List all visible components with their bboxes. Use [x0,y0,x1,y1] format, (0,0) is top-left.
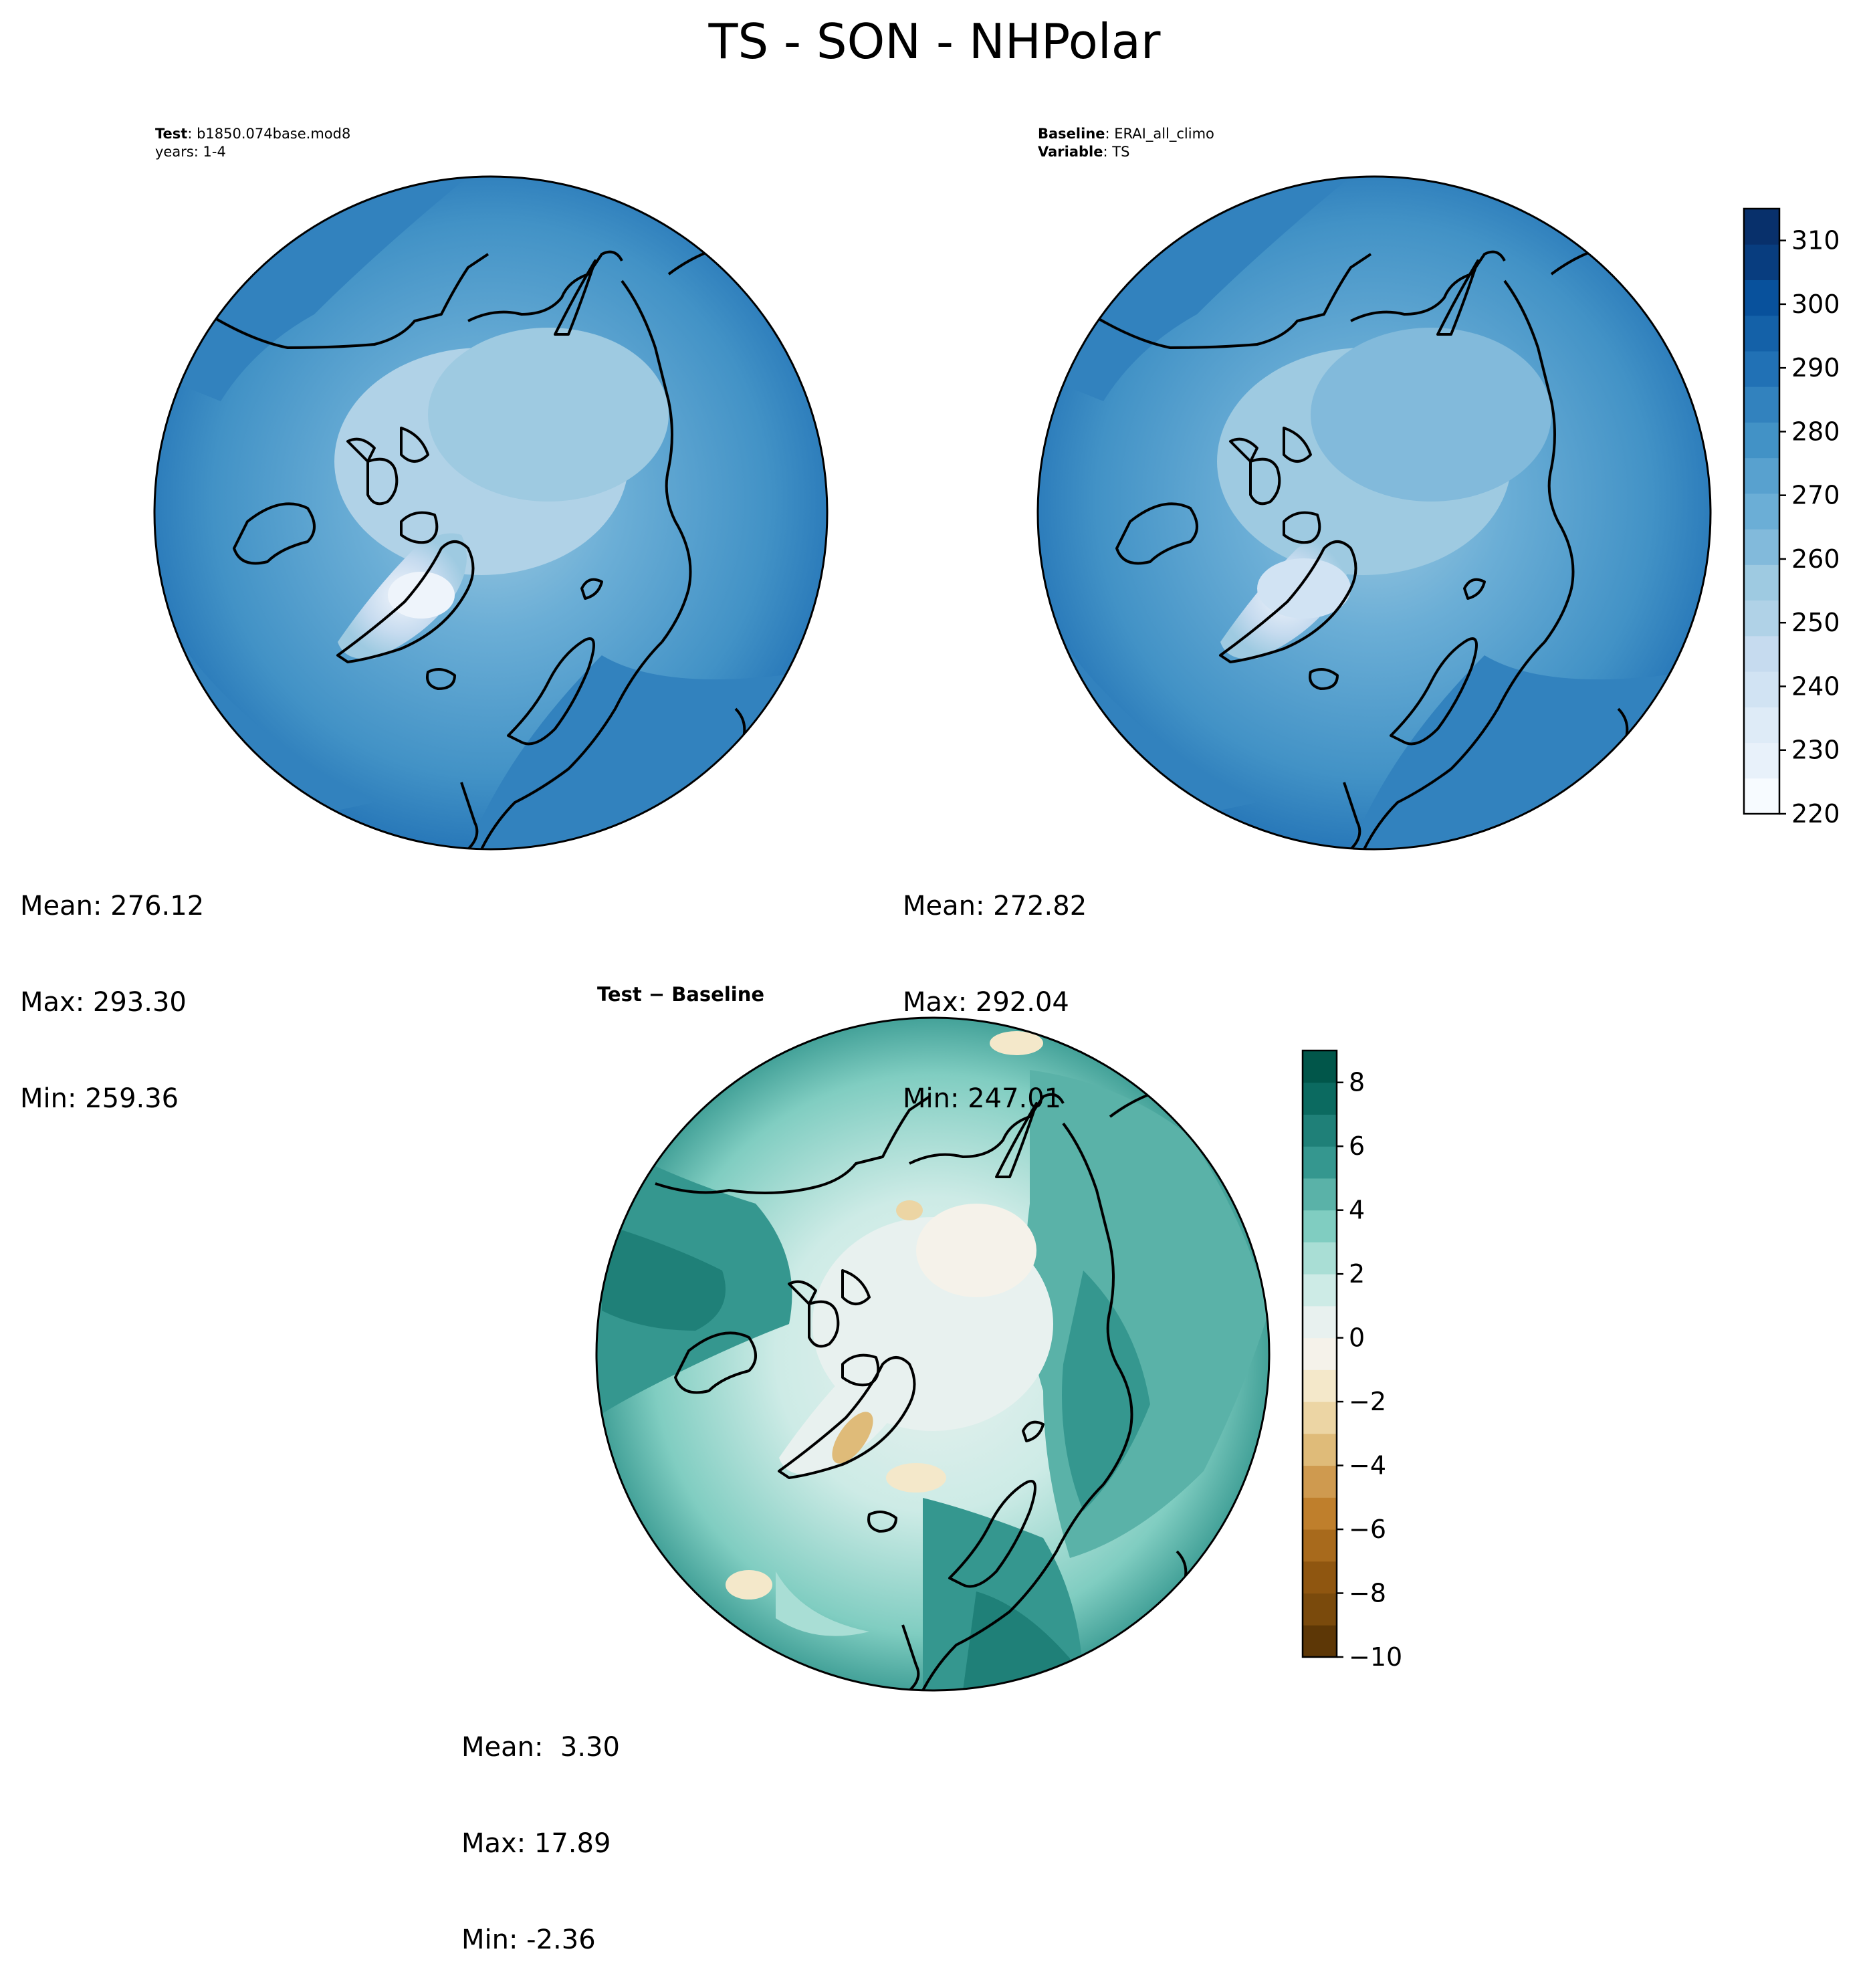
baseline-map-boundary [1036,175,1712,851]
colorbar-segment [1744,600,1779,637]
colorbar-segment [1303,1529,1337,1562]
colorbar-frame [1301,1049,1338,1658]
colorbar-segment [1744,742,1779,779]
colorbar-segment [1303,1146,1337,1179]
diff-max: Max: 17.89 [461,1828,611,1859]
colorbar-segment [1744,564,1779,601]
difference-colorbar: −10 −8 −6 −4 −2 0 2 4 6 8 [1301,1049,1402,1672]
diff-title: Test − Baseline [597,983,765,1006]
colorbar-segment [1303,1337,1337,1370]
colorbar-segment [1303,1305,1337,1339]
test-map-boundary [153,175,829,851]
colorbar-tick-label: −8 [1349,1579,1386,1608]
colorbar-segment [1744,778,1779,814]
colorbar-tick-label: 300 [1791,290,1840,319]
baseline-stats: Mean: 272.82 Max: 292.04 Min: 247.01 [903,826,1087,1147]
colorbar-tick-label: 6 [1349,1131,1365,1161]
colorbar-segment [1744,529,1779,565]
colorbar-segment [1744,244,1779,280]
variable-label: Variable [1038,144,1103,160]
colorbar-tick-label: 260 [1791,544,1840,574]
colorbar-segment [1303,1178,1337,1211]
colorbar-tick-label: 280 [1791,417,1840,446]
colorbar-segment [1744,635,1779,672]
test-label: Test [155,126,188,142]
figure-title: TS - SON - NHPolar [708,13,1161,70]
colorbar-segment [1303,1593,1337,1626]
colorbar-tick-label: 220 [1791,799,1840,829]
colorbar-segment [1744,280,1779,316]
colorbar-segment [1744,315,1779,352]
baseline-min: Min: 247.01 [903,1083,1062,1114]
colorbar-tick-label: 8 [1349,1068,1365,1097]
colorbar-tick-label: 250 [1791,608,1840,637]
test-stats: Mean: 276.12 Max: 293.30 Min: 259.36 [20,826,204,1147]
diff-stats: Mean: 3.30 Max: 17.89 Min: -2.36 [461,1667,620,1988]
colorbar-tick-label: 4 [1349,1196,1365,1225]
colorbar-segment [1303,1402,1337,1434]
baseline-mean: Mean: 272.82 [903,891,1087,921]
baseline-case-name: : ERAI_all_climo [1105,126,1214,142]
colorbar-tick-label: 2 [1349,1259,1365,1289]
colorbar-segment [1744,707,1779,744]
colorbar-segment [1744,209,1779,245]
colorbar-segment [1303,1497,1337,1530]
test-map-field [154,177,827,849]
test-case-name: : b1850.074base.mod8 [187,126,351,142]
test-years: years: 1-4 [155,144,226,160]
baseline-label: Baseline [1038,126,1105,142]
colorbar-tick-label: 310 [1791,226,1840,255]
colorbar-segment [1744,422,1779,459]
colorbar-segment [1303,1369,1337,1402]
colorbar-tick-label: −2 [1349,1387,1386,1416]
colorbar-tick-label: 290 [1791,353,1840,382]
absolute-colorbar: 220 230 240 250 260 270 280 290 300 310 [1743,207,1840,829]
colorbar-segment [1744,457,1779,494]
colorbar-segment [1303,1082,1337,1115]
colorbar-segment [1303,1433,1337,1466]
colorbar-segment [1303,1210,1337,1242]
baseline-header: Baseline: ERAI_all_climo Variable: TS [1038,125,1214,161]
colorbar-tick-label: 230 [1791,736,1840,765]
colorbar-segment [1303,1465,1337,1498]
colorbar-segment [1303,1274,1337,1307]
variable-name: : TS [1103,144,1130,160]
colorbar-segment [1303,1242,1337,1275]
diff-mean: Mean: 3.30 [461,1732,620,1763]
colorbar-tick-label: −6 [1349,1515,1386,1544]
colorbar-segment [1303,1114,1337,1147]
colorbar-tick-label: −10 [1349,1642,1402,1672]
colorbar-segment [1303,1625,1337,1658]
test-mean: Mean: 276.12 [20,891,205,921]
colorbar-tick-label: 240 [1791,671,1840,701]
colorbar-tick-label: 0 [1349,1323,1365,1353]
colorbar-segment [1744,350,1779,387]
test-max: Max: 293.30 [20,987,187,1018]
colorbar-segment [1744,493,1779,530]
colorbar-segment [1303,1051,1337,1083]
colorbar-segment [1303,1561,1337,1594]
diff-min: Min: -2.36 [461,1924,596,1955]
colorbar-segment [1744,671,1779,707]
colorbar-frame [1743,207,1781,815]
colorbar-tick-label: 270 [1791,481,1840,510]
colorbar-segment [1744,386,1779,423]
baseline-map-field [1038,177,1711,849]
colorbar-tick-label: −4 [1349,1451,1386,1480]
test-min: Min: 259.36 [20,1083,179,1114]
baseline-max: Max: 292.04 [903,987,1069,1018]
test-header: Test: b1850.074base.mod8 years: 1-4 [155,125,350,161]
